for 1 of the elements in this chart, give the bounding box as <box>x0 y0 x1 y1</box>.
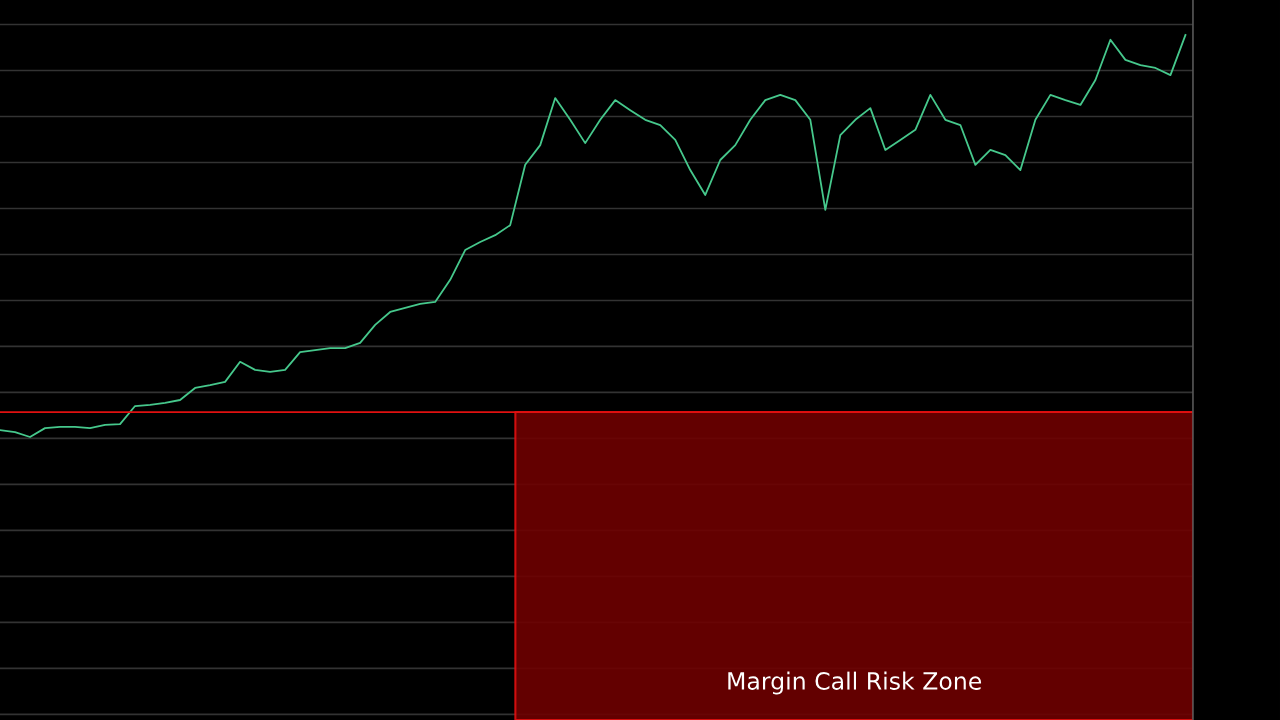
text: Margin Call Risk Zone <box>728 671 982 695</box>
